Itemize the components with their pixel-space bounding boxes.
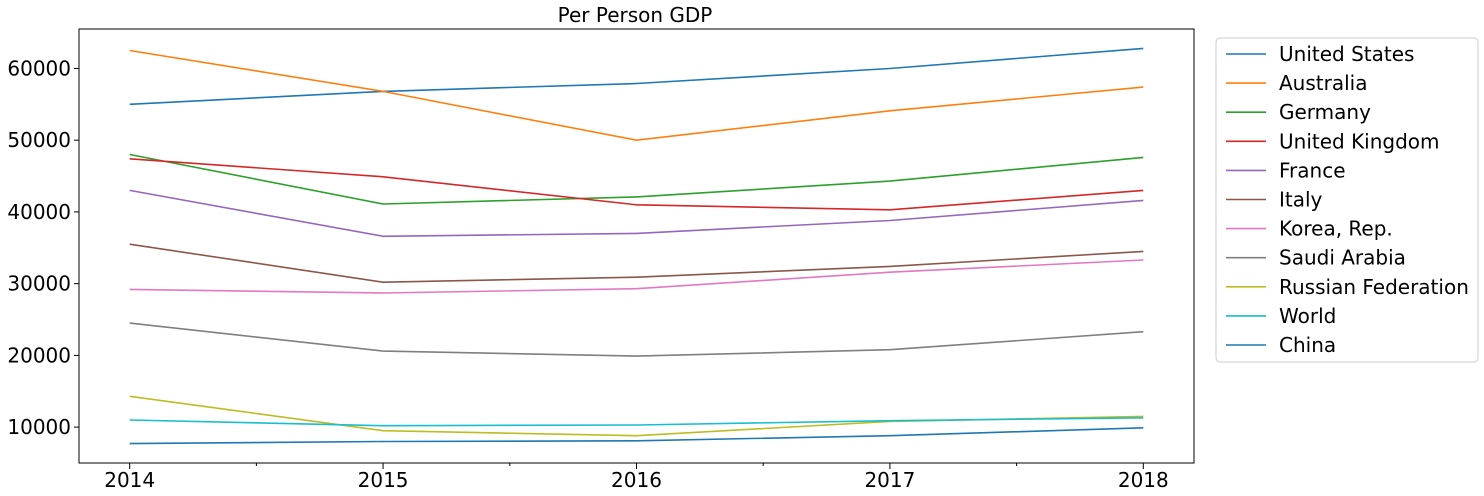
- legend-label: United States: [1279, 42, 1414, 66]
- y-tick-label: 10000: [7, 415, 71, 439]
- series-line-united-kingdom: [129, 158, 1144, 211]
- y-tick-label: 30000: [7, 272, 71, 296]
- x-tick-label: 2016: [611, 468, 662, 492]
- series-line-russian-federation: [129, 395, 1144, 437]
- series-lines: [129, 47, 1144, 445]
- series-line-france: [129, 189, 1144, 238]
- legend-label: Germany: [1279, 100, 1371, 124]
- legend-label: Russian Federation: [1279, 275, 1469, 299]
- series-line-australia: [129, 49, 1144, 142]
- legend-label: France: [1279, 158, 1346, 182]
- series-line-china: [129, 427, 1144, 445]
- legend-label: Australia: [1279, 71, 1367, 95]
- legend-box: [1215, 37, 1479, 363]
- y-tick-label: 40000: [7, 200, 71, 224]
- series-line-united-states: [129, 47, 1144, 106]
- series-line-italy: [129, 243, 1144, 284]
- series-line-germany: [129, 153, 1144, 205]
- series-line-saudi-arabia: [129, 322, 1144, 357]
- chart-title: Per Person GDP: [558, 3, 713, 27]
- legend-label: Saudi Arabia: [1279, 246, 1406, 270]
- x-tick-label: 2014: [104, 468, 155, 492]
- y-tick-label: 50000: [7, 128, 71, 152]
- legend-label: United Kingdom: [1279, 129, 1440, 153]
- legend-label: China: [1279, 333, 1336, 357]
- y-axis: 10000 20000 30000 40000 50000 60000: [7, 56, 79, 439]
- x-tick-label: 2015: [358, 468, 409, 492]
- plot-frame: [78, 28, 1195, 464]
- y-tick-label: 20000: [7, 343, 71, 367]
- x-tick-label: 2017: [864, 468, 915, 492]
- series-line-korea-rep: [129, 259, 1144, 294]
- legend-label: Korea, Rep.: [1279, 217, 1393, 241]
- series-line-world: [129, 417, 1144, 427]
- legend: United States Australia Germany United King…: [1215, 37, 1479, 363]
- x-tick-label: 2018: [1118, 468, 1169, 492]
- y-tick-label: 60000: [7, 56, 71, 80]
- x-axis: 2014 2015 2016 2017 2018: [104, 463, 1169, 492]
- legend-label: Italy: [1279, 188, 1323, 212]
- legend-label: World: [1279, 304, 1336, 328]
